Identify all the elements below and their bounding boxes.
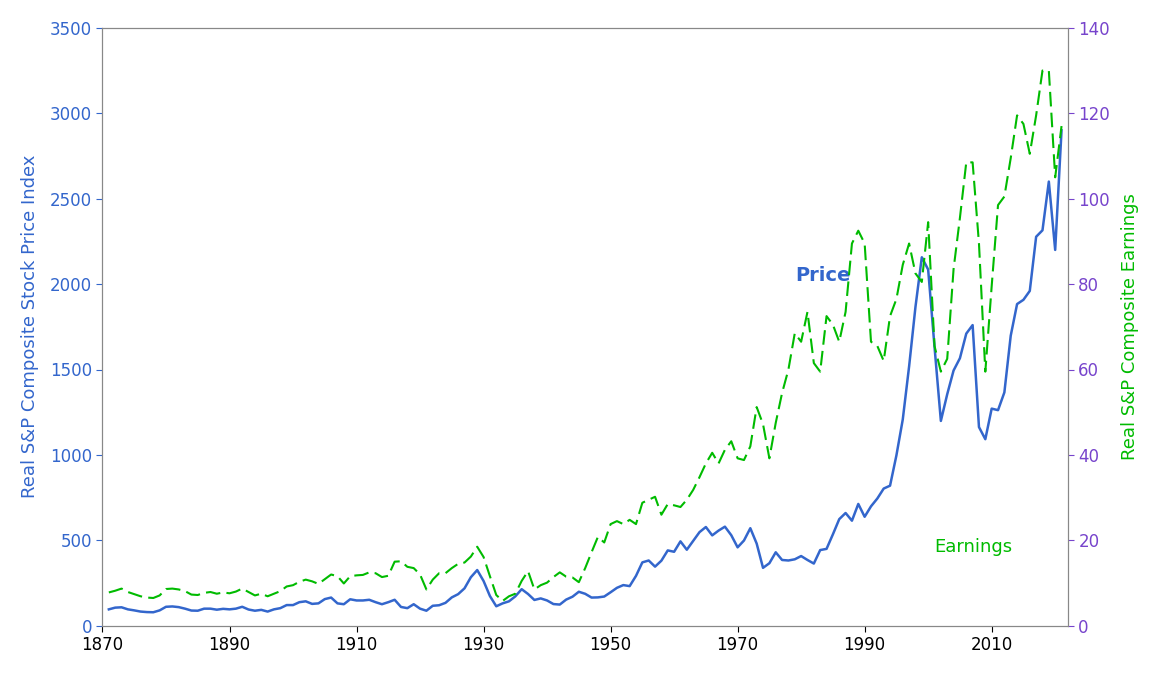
Text: Price: Price (795, 266, 850, 285)
Text: Earnings: Earnings (935, 538, 1013, 556)
Y-axis label: Real S&P Composite Stock Price Index: Real S&P Composite Stock Price Index (21, 155, 38, 498)
Y-axis label: Real S&P Composite Earnings: Real S&P Composite Earnings (1122, 193, 1139, 460)
